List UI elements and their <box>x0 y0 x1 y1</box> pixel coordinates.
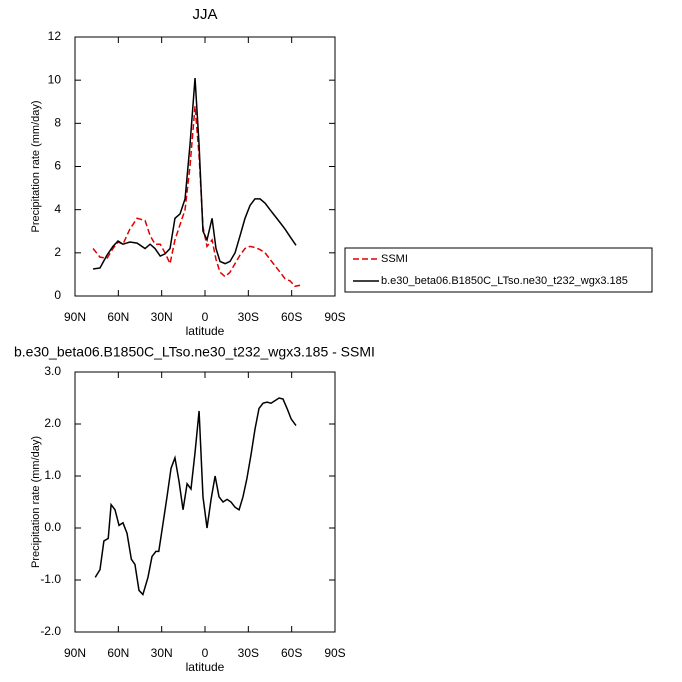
x-tick-label: 90S <box>324 646 345 660</box>
x-tick-label: 60S <box>281 646 302 660</box>
legend-label: b.e30_beta06.B1850C_LTso.ne30_t232_wgx3.… <box>381 275 628 287</box>
y-axis-label: Precipitation rate (mm/day) <box>30 436 42 568</box>
y-tick-label: 2.0 <box>44 416 61 430</box>
y-tick-label: 2 <box>54 245 61 259</box>
x-axis-label: latitude <box>186 660 225 674</box>
x-tick-label: 30S <box>238 310 259 324</box>
x-tick-label: 90S <box>324 310 345 324</box>
x-tick-label: 60N <box>107 646 129 660</box>
x-axis-label: latitude <box>186 324 225 338</box>
plot-frame <box>74 371 336 633</box>
y-tick-label: -1.0 <box>40 572 61 586</box>
legend-box <box>344 247 653 293</box>
x-tick-label: 90N <box>64 646 86 660</box>
y-tick-label: 10 <box>48 72 62 86</box>
y-tick-label: 3.0 <box>44 364 61 378</box>
x-tick-label: 90N <box>64 310 86 324</box>
y-tick-label: 12 <box>48 29 62 43</box>
x-tick-label: 30S <box>238 646 259 660</box>
y-tick-label: 8 <box>54 116 61 130</box>
chart-title: JJA <box>192 6 217 23</box>
y-tick-label: 0 <box>54 288 61 302</box>
x-tick-label: 60N <box>107 310 129 324</box>
plot-frame <box>74 36 336 297</box>
chart-title: b.e30_beta06.B1850C_LTso.ne30_t232_wgx3.… <box>14 344 375 360</box>
data-line <box>92 77 297 270</box>
data-line <box>92 106 301 288</box>
legend-label: SSMI <box>381 253 408 265</box>
y-tick-label: 4 <box>54 202 61 216</box>
y-tick-label: 6 <box>54 159 61 173</box>
x-tick-label: 30N <box>151 310 173 324</box>
y-tick-label: -2.0 <box>40 624 61 638</box>
x-tick-label: 0 <box>202 646 209 660</box>
data-line <box>94 397 297 597</box>
x-tick-label: 30N <box>151 646 173 660</box>
y-tick-label: 1.0 <box>44 468 61 482</box>
y-tick-label: 0.0 <box>44 520 61 534</box>
x-tick-label: 60S <box>281 310 302 324</box>
y-axis-label: Precipitation rate (mm/day) <box>30 100 42 232</box>
x-tick-label: 0 <box>202 310 209 324</box>
